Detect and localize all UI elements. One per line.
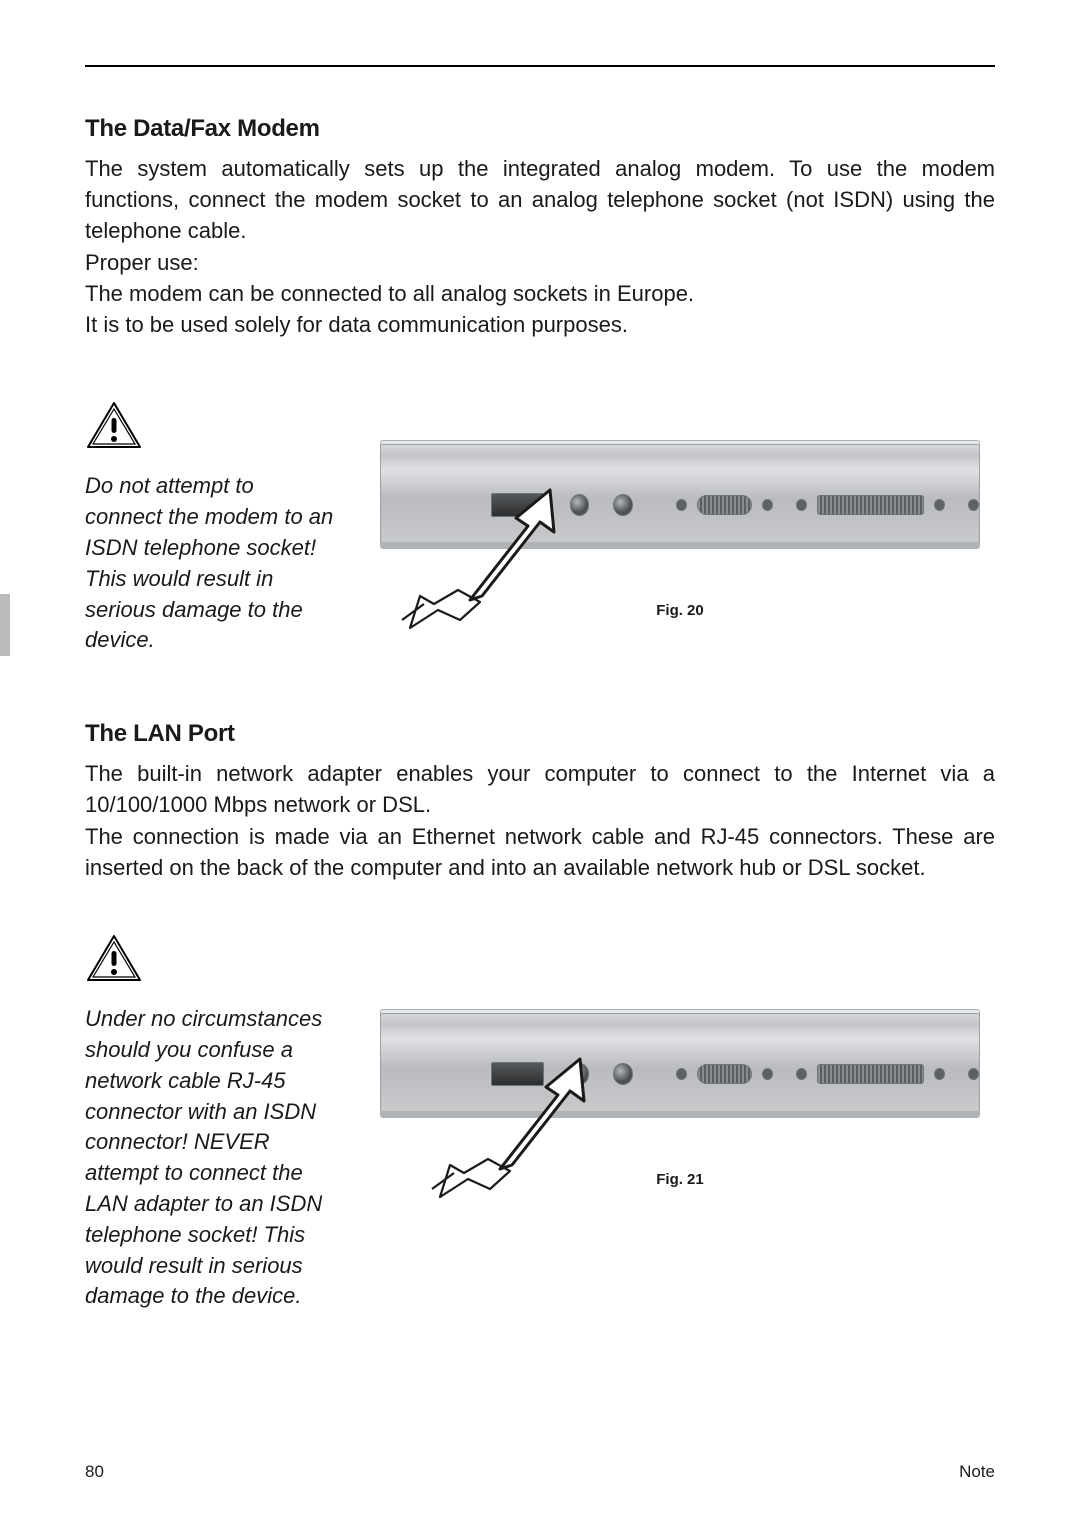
connector-arrow-icon bbox=[430, 1039, 600, 1214]
modem-para-3: The modem can be connected to all analog… bbox=[85, 278, 995, 309]
small-port-icon bbox=[796, 1068, 807, 1080]
modem-warning-block: Do not attempt to connect the modem to a… bbox=[85, 400, 995, 656]
warning-triangle-icon bbox=[85, 400, 335, 455]
footer-section-label: Note bbox=[959, 1462, 995, 1482]
figure-20-caption: Fig. 20 bbox=[656, 602, 704, 619]
figure-21-caption: Fig. 21 bbox=[656, 1171, 704, 1188]
laptop-side-panel bbox=[380, 1009, 980, 1149]
modem-para-1: The system automatically sets up the int… bbox=[85, 153, 995, 247]
connector-arrow-icon bbox=[400, 470, 570, 645]
modem-warning-text: Do not attempt to connect the modem to a… bbox=[85, 471, 335, 656]
small-port-icon bbox=[676, 1068, 687, 1080]
vent-grille-icon bbox=[697, 1064, 752, 1084]
small-port-icon bbox=[676, 499, 687, 511]
warning-triangle-icon bbox=[85, 933, 335, 988]
lan-warning-block: Under no circumstances should you confus… bbox=[85, 933, 995, 1312]
page-number: 80 bbox=[85, 1462, 104, 1482]
vent-grille-icon bbox=[697, 495, 752, 515]
small-port-icon bbox=[762, 1068, 773, 1080]
figure-20: Fig. 20 bbox=[365, 440, 995, 619]
small-port-icon bbox=[934, 1068, 945, 1080]
lan-warning-text: Under no circumstances should you confus… bbox=[85, 1004, 335, 1312]
lan-para-1: The built-in network adapter enables you… bbox=[85, 758, 995, 820]
heading-modem: The Data/Fax Modem bbox=[85, 115, 995, 143]
small-port-icon bbox=[968, 1068, 979, 1080]
round-port-icon bbox=[570, 494, 590, 516]
long-slot-icon bbox=[817, 495, 924, 515]
laptop-side-panel bbox=[380, 440, 980, 580]
top-rule bbox=[85, 65, 995, 67]
small-port-icon bbox=[796, 499, 807, 511]
heading-lan: The LAN Port bbox=[85, 720, 995, 748]
figure-21: Fig. 21 bbox=[365, 1009, 995, 1188]
round-port-icon bbox=[613, 1063, 633, 1085]
round-port-icon bbox=[613, 494, 633, 516]
lan-para-2: The connection is made via an Ethernet n… bbox=[85, 821, 995, 883]
modem-para-2: Proper use: bbox=[85, 247, 995, 278]
small-port-icon bbox=[968, 499, 979, 511]
small-port-icon bbox=[934, 499, 945, 511]
small-port-icon bbox=[762, 499, 773, 511]
page-tab-marker bbox=[0, 594, 10, 656]
page-footer: 80 Note bbox=[85, 1462, 995, 1482]
modem-para-4: It is to be used solely for data communi… bbox=[85, 309, 995, 340]
long-slot-icon bbox=[817, 1064, 924, 1084]
